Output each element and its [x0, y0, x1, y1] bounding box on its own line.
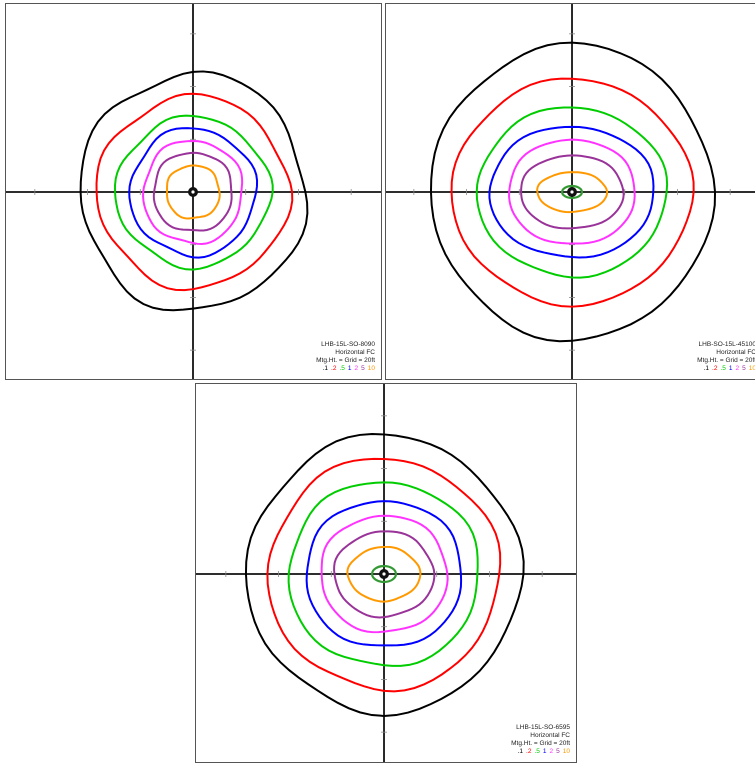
- contour-0.5fc: [114, 114, 274, 271]
- contour-1fc: [128, 127, 259, 259]
- model-label: LHB-15L-SO-6595: [516, 724, 570, 731]
- contour-0.5fc: [287, 481, 479, 667]
- contour-center: [370, 564, 398, 584]
- contour-level-label: 10: [562, 748, 570, 755]
- contour-level-key: .1.2.5 1 2 5 10: [316, 365, 375, 373]
- luminaire-center-dot: [382, 572, 386, 576]
- measure-label: Horizontal FC: [335, 349, 375, 356]
- contour-level-label: 1: [542, 748, 547, 755]
- contour-level-label: .1: [703, 365, 710, 372]
- contour-level-label: 2: [735, 365, 740, 372]
- contour-0.2fc: [95, 92, 294, 292]
- measure-label: Horizontal FC: [716, 349, 755, 356]
- contour-level-key: .1.2.5 1 2 5 10: [697, 365, 755, 373]
- contour-level-label: 2: [549, 748, 554, 755]
- contour-0.1fc: [429, 41, 717, 343]
- plot-legend: LHB-15L-SO-8090 Horizontal FC Mtg.Ht. = …: [316, 341, 375, 373]
- plot-legend: LHB-15L-SO-6595 Horizontal FC Mtg.Ht. = …: [511, 724, 570, 756]
- contour-0.1fc: [244, 433, 525, 717]
- contour-level-key: .1.2.5 1 2 5 10: [511, 748, 570, 756]
- contour-0.1fc: [79, 70, 309, 312]
- contour-level-label: 10: [748, 365, 755, 372]
- contour-level-label: 5: [361, 365, 365, 372]
- contour-level-label: 5: [742, 365, 746, 372]
- plot-legend: LHB-SO-15L-45100 Horizontal FC Mtg.Ht. =…: [697, 341, 755, 373]
- contour-level-label: .1: [517, 748, 524, 755]
- contour-10fc: [166, 164, 221, 220]
- grid-note: Mtg.Ht. = Grid = 20ft: [511, 740, 570, 747]
- luminaire-center-dot: [570, 190, 574, 194]
- contour-plot-svg: [196, 384, 576, 762]
- contour-0.2fc: [450, 77, 695, 308]
- contour-level-label: .2: [712, 365, 718, 372]
- contour-plot-svg: [6, 4, 381, 379]
- isofootcandle-plot-3: LHB-15L-SO-6595 Horizontal FC Mtg.Ht. = …: [195, 383, 577, 763]
- contour-2fc: [320, 514, 449, 634]
- isofootcandle-plot-2: LHB-SO-15L-45100 Horizontal FC Mtg.Ht. =…: [385, 3, 755, 380]
- contour-level-label: .5: [720, 365, 726, 372]
- luminaire-center-dot: [191, 190, 195, 194]
- grid-note: Mtg.Ht. = Grid = 20ft: [697, 357, 755, 364]
- contour-level-label: .1: [322, 365, 329, 372]
- contour-2fc: [508, 138, 636, 245]
- isofootcandle-plot-1: LHB-15L-SO-8090 Horizontal FC Mtg.Ht. = …: [5, 3, 382, 380]
- contour-level-label: .5: [339, 365, 345, 372]
- contour-center: [560, 184, 584, 200]
- contour-level-label: .2: [526, 748, 532, 755]
- contour-level-label: 1: [347, 365, 352, 372]
- contour-level-label: 1: [728, 365, 733, 372]
- measure-label: Horizontal FC: [530, 732, 570, 739]
- contour-0.2fc: [266, 457, 502, 693]
- contour-level-label: 5: [556, 748, 560, 755]
- contour-level-label: 10: [367, 365, 375, 372]
- contour-10fc: [346, 545, 422, 603]
- model-label: LHB-SO-15L-45100: [698, 341, 755, 348]
- contour-level-label: .5: [534, 748, 540, 755]
- contour-plot-svg: [386, 4, 755, 379]
- contour-1fc: [305, 500, 463, 647]
- contour-10fc: [536, 171, 609, 214]
- contour-5fc: [152, 151, 233, 232]
- contour-level-label: .2: [331, 365, 337, 372]
- contour-1fc: [488, 125, 655, 259]
- contour-2fc: [142, 139, 244, 246]
- contour-0.5fc: [475, 106, 669, 279]
- contour-5fc: [333, 530, 436, 619]
- contour-level-label: 2: [354, 365, 359, 372]
- contour-5fc: [520, 154, 625, 230]
- grid-note: Mtg.Ht. = Grid = 20ft: [316, 357, 375, 364]
- model-label: LHB-15L-SO-8090: [321, 341, 375, 348]
